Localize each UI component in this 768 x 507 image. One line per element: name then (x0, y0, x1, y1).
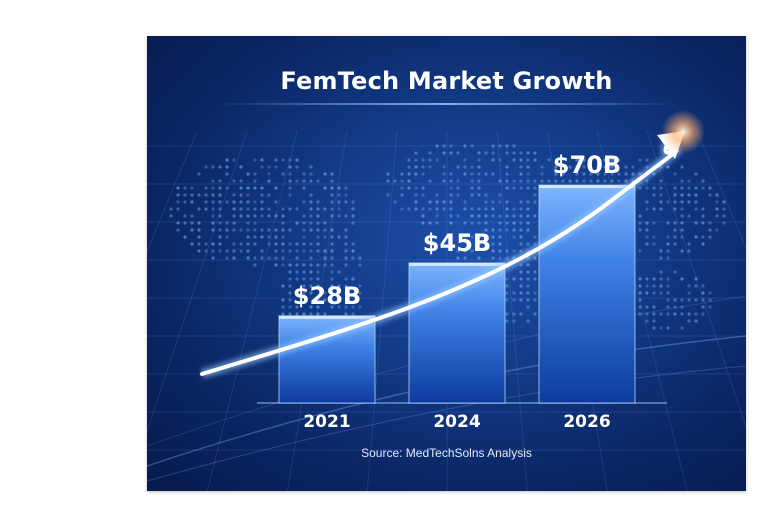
arrow-glow-flare (661, 110, 705, 154)
chart-panel: FemTech Market Growth $28B 2021 $45B 2024 $7… (147, 36, 746, 491)
bar-top-highlight (409, 262, 505, 266)
bar-top-highlight (539, 185, 635, 189)
bar-chart: $28B 2021 $45B 2024 $70B 2026 (200, 110, 705, 432)
x-tick-label: 2026 (563, 412, 610, 432)
trend-arrow (200, 110, 705, 379)
chart-title: FemTech Market Growth (280, 67, 613, 95)
x-tick-label: 2021 (303, 412, 350, 432)
bar-top-highlight (279, 315, 375, 319)
chart-source: Source: MedTechSolns Analysis (361, 446, 532, 460)
title-underline (217, 103, 677, 105)
bar-value-label: $45B (423, 229, 491, 257)
bar-value-label: $28B (293, 282, 361, 310)
bar-value-label: $70B (553, 151, 621, 179)
x-tick-label: 2024 (433, 412, 480, 432)
